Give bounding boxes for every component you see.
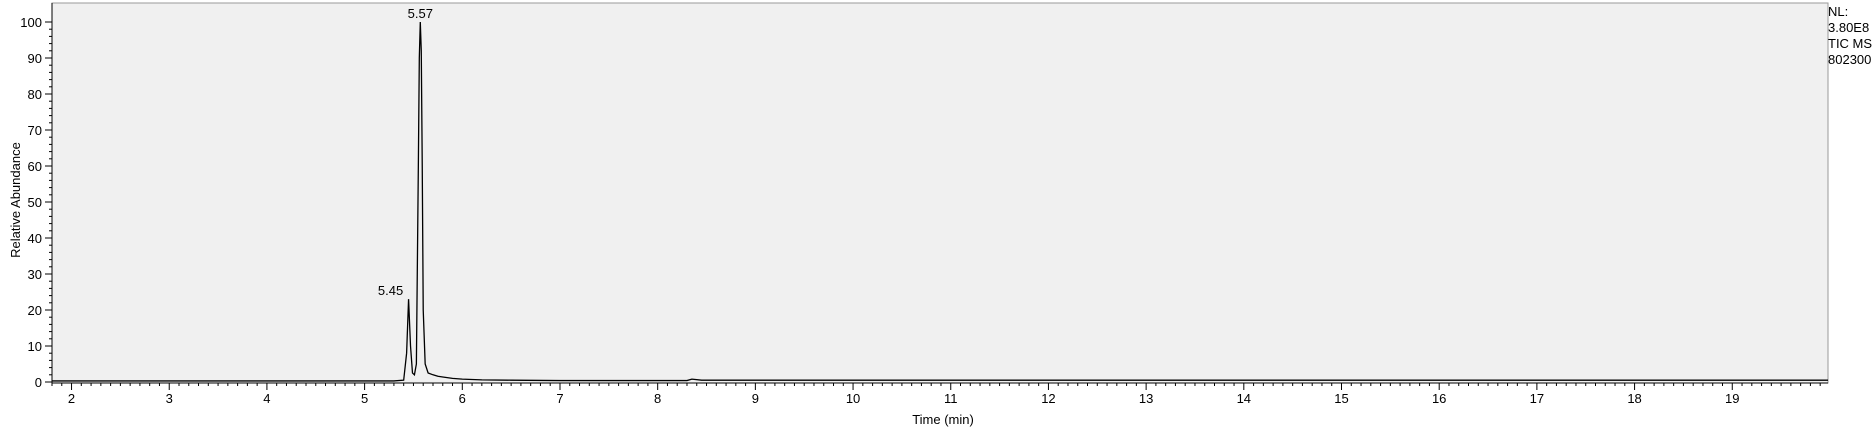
plot-area (51, 2, 1829, 384)
x-tick-label: 9 (752, 391, 759, 406)
y-axis: 0 10 20 30 40 50 60 70 80 90 100 (20, 3, 53, 390)
x-tick-label: 8 (654, 391, 661, 406)
peak-label: 5.57 (408, 6, 433, 21)
scan-filter: TIC MS (1828, 36, 1873, 51)
x-tick-label: 7 (556, 391, 563, 406)
info-block: NL: 3.80E8 TIC MS 802300 (1828, 4, 1872, 68)
x-tick-label: 12 (1041, 391, 1055, 406)
y-tick-label: 0 (35, 375, 42, 390)
x-tick-label: 11 (944, 391, 958, 406)
y-tick-label: 20 (28, 303, 42, 318)
y-tick-label: 100 (20, 15, 42, 30)
x-tick-label: 10 (846, 391, 860, 406)
nl-label: NL: (1828, 4, 1849, 19)
y-tick-label: 60 (28, 159, 42, 174)
x-tick-label: 3 (166, 391, 173, 406)
x-tick-label: 6 (459, 391, 466, 406)
x-tick-label: 2 (68, 391, 75, 406)
y-tick-label: 10 (28, 339, 42, 354)
x-axis-title: Time (min) (912, 412, 974, 427)
peak-labels: 5.45 5.57 (378, 6, 433, 298)
x-axis: 2 3 4 5 6 7 8 9 10 11 12 13 14 15 16 17 18 19 (51, 382, 1828, 406)
y-tick-label: 70 (28, 123, 42, 138)
x-tick-label: 13 (1139, 391, 1153, 406)
x-tick-label: 4 (263, 391, 270, 406)
x-tick-label: 15 (1334, 391, 1348, 406)
y-axis-title: Relative Abundance (8, 142, 23, 258)
x-tick-label: 18 (1627, 391, 1641, 406)
sample-id: 802300 (1828, 52, 1872, 67)
peak-label: 5.45 (378, 283, 403, 298)
x-tick-label: 16 (1432, 391, 1446, 406)
x-tick-label: 17 (1530, 391, 1544, 406)
y-tick-label: 90 (28, 51, 42, 66)
y-tick-label: 80 (28, 87, 42, 102)
x-tick-label: 5 (361, 391, 368, 406)
tic-trace-line (52, 21, 1828, 382)
y-tick-label: 50 (28, 195, 42, 210)
y-tick-label: 40 (28, 231, 42, 246)
x-tick-label: 14 (1237, 391, 1251, 406)
nl-value: 3.80E8 (1828, 20, 1870, 35)
y-tick-label: 30 (28, 267, 42, 282)
x-tick-label: 19 (1725, 391, 1739, 406)
